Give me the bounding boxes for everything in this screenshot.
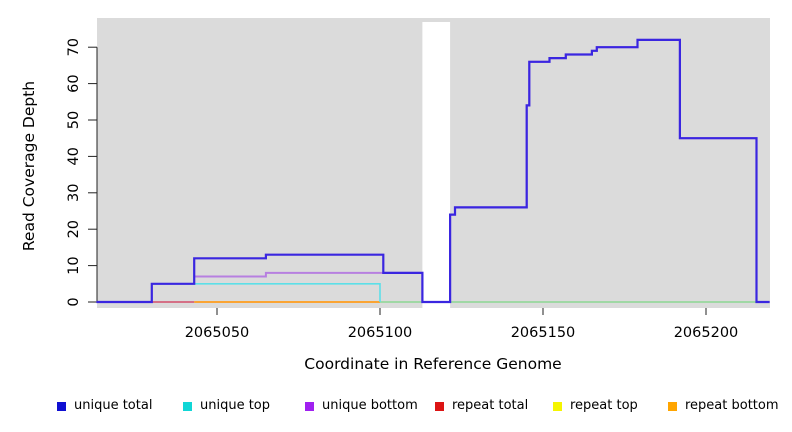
x-tick-label: 2065150 <box>511 325 576 341</box>
legend-item-unique-total: unique total <box>57 396 152 416</box>
legend: unique total unique top unique bottom repea… <box>0 396 792 418</box>
legend-marker-repeat-top <box>553 401 562 411</box>
legend-label: unique top <box>200 398 271 413</box>
legend-item-repeat-total: repeat total <box>435 396 528 416</box>
x-axis-title: Coordinate in Reference Genome <box>304 355 561 373</box>
legend-label: unique total <box>74 398 153 413</box>
x-tick-label: 2065100 <box>348 325 413 341</box>
y-axis-title: Read Coverage Depth <box>20 81 38 251</box>
y-tick-label: 10 <box>66 256 82 274</box>
legend-marker-unique-top <box>183 401 192 411</box>
y-tick-label: 60 <box>66 74 82 92</box>
series-unique-total-line <box>96 38 770 304</box>
legend-item-unique-bottom: unique bottom <box>305 396 418 416</box>
legend-item-repeat-top: repeat top <box>553 396 638 416</box>
legend-label: unique bottom <box>322 398 418 413</box>
y-tick-label: 40 <box>66 147 82 165</box>
y-tick-label: 50 <box>66 111 82 129</box>
legend-marker-repeat-total <box>435 401 444 411</box>
coverage-gap <box>422 22 451 308</box>
legend-marker-repeat-bottom <box>668 401 677 411</box>
y-tick-label: 30 <box>66 184 82 202</box>
legend-item-unique-top: unique top <box>183 396 270 416</box>
legend-label: repeat bottom <box>685 398 779 413</box>
legend-label: repeat total <box>452 398 529 413</box>
legend-marker-unique-total <box>57 401 66 411</box>
legend-marker-unique-bottom <box>305 401 314 411</box>
y-tick-label: 20 <box>66 220 82 238</box>
x-tick-label: 2065200 <box>674 325 739 341</box>
x-tick-label: 2065050 <box>185 325 250 341</box>
legend-item-repeat-bottom: repeat bottom <box>668 396 779 416</box>
legend-label: repeat top <box>570 398 638 413</box>
series-unique-top-line <box>151 283 381 302</box>
y-tick-label: 70 <box>66 38 82 56</box>
y-tick-label: 0 <box>66 297 82 306</box>
